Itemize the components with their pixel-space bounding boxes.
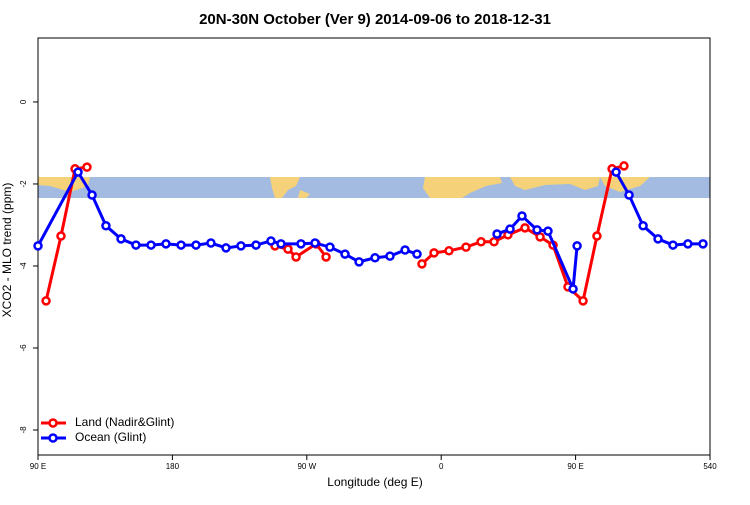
y-axis-label: XCO2 - MLO trend (ppm) bbox=[0, 183, 14, 318]
y-tick-label: -2 bbox=[19, 180, 28, 188]
data-point bbox=[592, 231, 602, 241]
data-point bbox=[146, 240, 156, 250]
data-point bbox=[489, 237, 499, 247]
data-point bbox=[82, 162, 92, 172]
data-point bbox=[611, 167, 621, 177]
data-point bbox=[310, 238, 320, 248]
data-point bbox=[653, 234, 663, 244]
x-tick-label: 90 W bbox=[297, 462, 316, 471]
y-tick-label: 0 bbox=[19, 99, 28, 104]
y-tick-label: -4 bbox=[19, 262, 28, 270]
data-point bbox=[385, 251, 395, 261]
data-point bbox=[668, 240, 678, 250]
data-point bbox=[429, 248, 439, 258]
data-point bbox=[340, 249, 350, 259]
x-axis-label: Longitude (deg E) bbox=[327, 475, 422, 489]
data-point bbox=[532, 225, 542, 235]
data-point bbox=[517, 211, 527, 221]
data-point bbox=[568, 284, 578, 294]
data-point bbox=[116, 234, 126, 244]
data-point bbox=[578, 296, 588, 306]
data-point bbox=[206, 238, 216, 248]
x-tick-label: 540 bbox=[703, 462, 717, 471]
data-point bbox=[266, 236, 276, 246]
data-point bbox=[417, 259, 427, 269]
data-point bbox=[354, 257, 364, 267]
data-point bbox=[412, 249, 422, 259]
data-point bbox=[370, 253, 380, 263]
data-point bbox=[236, 241, 246, 251]
data-point bbox=[73, 167, 83, 177]
data-point bbox=[276, 239, 286, 249]
y-tick-label: -6 bbox=[19, 344, 28, 352]
data-point bbox=[638, 221, 648, 231]
data-point bbox=[56, 231, 66, 241]
data-point bbox=[87, 190, 97, 200]
x-tick-label: 90 E bbox=[30, 462, 46, 471]
data-point bbox=[251, 240, 261, 250]
legend-label: Ocean (Glint) bbox=[75, 430, 146, 444]
y-tick-label: -8 bbox=[19, 426, 28, 434]
data-point bbox=[520, 223, 530, 233]
data-point bbox=[492, 229, 502, 239]
data-point bbox=[321, 252, 331, 262]
data-point bbox=[191, 240, 201, 250]
data-point bbox=[296, 239, 306, 249]
data-point bbox=[33, 241, 43, 251]
x-tick-label: 0 bbox=[439, 462, 444, 471]
data-point bbox=[291, 252, 301, 262]
data-point bbox=[505, 224, 515, 234]
data-point bbox=[161, 239, 171, 249]
data-point bbox=[698, 239, 708, 249]
data-point bbox=[444, 246, 454, 256]
legend-marker bbox=[48, 433, 58, 443]
data-point bbox=[619, 161, 629, 171]
x-tick-label: 180 bbox=[166, 462, 180, 471]
data-point bbox=[283, 244, 293, 254]
data-point bbox=[325, 242, 335, 252]
data-point bbox=[41, 296, 51, 306]
data-point bbox=[543, 226, 553, 236]
data-point bbox=[683, 239, 693, 249]
legend-marker bbox=[48, 418, 58, 428]
map-strip bbox=[38, 177, 710, 198]
data-point bbox=[624, 190, 634, 200]
data-point bbox=[131, 240, 141, 250]
series-line bbox=[44, 165, 88, 302]
x-tick-label: 90 E bbox=[567, 462, 583, 471]
legend-label: Land (Nadir&Glint) bbox=[75, 415, 174, 429]
data-point bbox=[461, 242, 471, 252]
data-point bbox=[101, 221, 111, 231]
data-point bbox=[176, 240, 186, 250]
data-point bbox=[400, 245, 410, 255]
data-point bbox=[476, 237, 486, 247]
data-point bbox=[221, 243, 231, 253]
data-point bbox=[572, 241, 582, 251]
chart-title: 20N-30N October (Ver 9) 2014-09-06 to 20… bbox=[199, 11, 551, 28]
